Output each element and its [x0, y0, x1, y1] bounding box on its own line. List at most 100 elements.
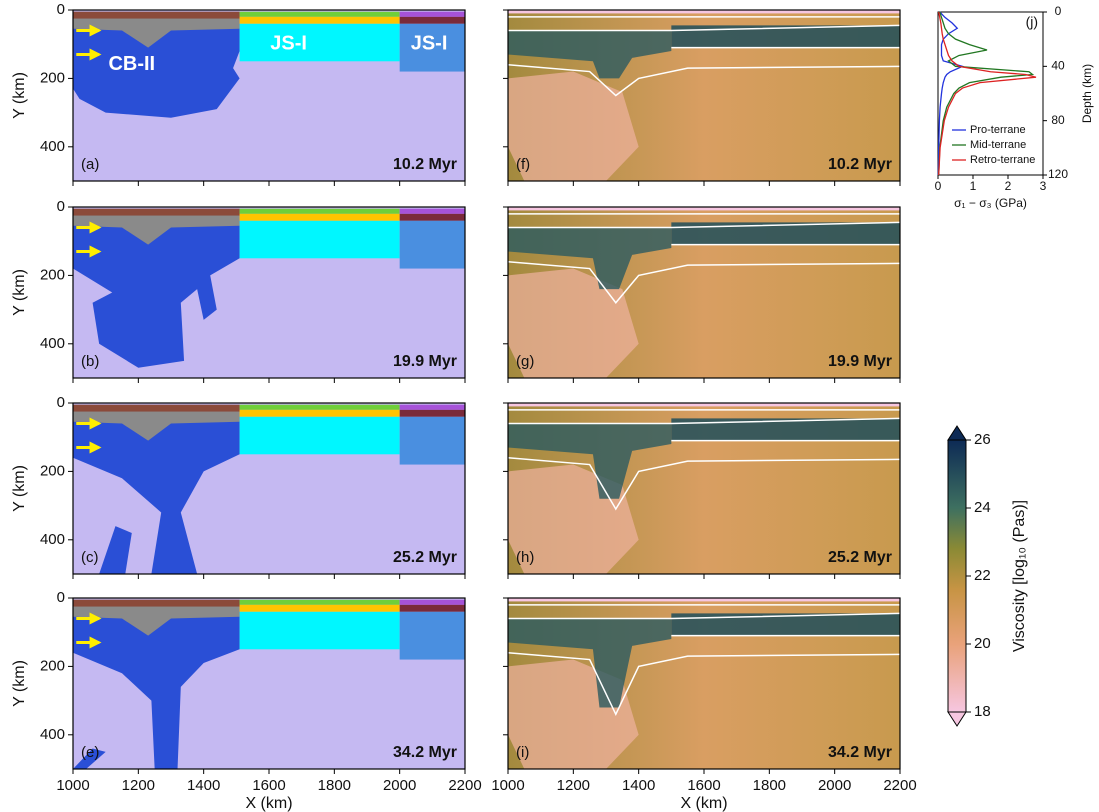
y-tick-label: 400 [40, 726, 65, 743]
layer-green [240, 12, 400, 17]
y-tick-label: 0 [57, 1, 65, 18]
strong-layer [671, 25, 900, 47]
crust-brown [73, 405, 240, 412]
y-tick-label: 200 [40, 657, 65, 674]
figure: CB-IIJS-IJS-I0200400Y (km)(a)10.2 Myr020… [0, 0, 1099, 812]
layer-maroon [400, 214, 465, 221]
bottom-triangle [948, 712, 966, 726]
y-tick-label: 0 [1055, 4, 1062, 18]
panel: (h) 25.2 Myr [503, 403, 900, 579]
y-axis-label: Depth (km) [1080, 64, 1094, 123]
colorbar: 18 20 22 24 26 Viscosity [log₁₀ (Pas)] [948, 426, 1028, 726]
colorbar-tick-label: 22 [974, 567, 991, 584]
x-tick-label: 1800 [753, 777, 786, 794]
strong-layer [671, 613, 900, 635]
block-blue [400, 417, 465, 465]
x-axis-label: σ₁ − σ₃ (GPa) [954, 196, 1027, 210]
colorbar-gradient [948, 440, 966, 712]
layer-yellow [240, 17, 400, 24]
panel: (g)19.9 Myr [503, 207, 900, 383]
x-tick-label: 1 [970, 179, 977, 193]
strong-layer [671, 222, 900, 244]
y-tick-label: 0 [57, 589, 65, 606]
x-tick-label: 0 [935, 179, 942, 193]
crust-brown [73, 12, 240, 19]
x-tick-label: 1200 [122, 777, 155, 794]
y-tick-label: 200 [40, 462, 65, 479]
block-cyan [240, 221, 400, 259]
x-tick-label: 1400 [622, 777, 655, 794]
panel-label: (b) [81, 353, 99, 370]
strong-layer [671, 418, 900, 440]
colorbar-tick-label: 20 [974, 635, 991, 652]
panel-label: (c) [81, 549, 99, 566]
panel-label: (f) [516, 156, 530, 173]
annotation: JS-I [270, 32, 307, 54]
panel: (f)10.2 Myr [503, 10, 900, 186]
layer-maroon [400, 17, 465, 24]
layer-green [240, 209, 400, 214]
layer-green [240, 600, 400, 605]
panel-label: (h) [516, 549, 534, 566]
block-cyan [240, 24, 400, 62]
time-label: 25.2 Myr [828, 549, 892, 566]
x-axis-label: X (km) [245, 795, 292, 812]
x-tick-label: 2 [1005, 179, 1012, 193]
colorbar-label: Viscosity [log₁₀ (Pas)] [1011, 500, 1028, 652]
block-blue [400, 612, 465, 660]
y-axis-label: Y (km) [11, 465, 28, 512]
y-tick-label: 0 [57, 198, 65, 215]
y-axis-label: Y (km) [11, 269, 28, 316]
layer-purple [400, 12, 465, 17]
y-tick-label: 400 [40, 531, 65, 548]
x-tick-label: 1800 [318, 777, 351, 794]
y-tick-label: 40 [1051, 59, 1065, 73]
panel-label: (j) [1026, 14, 1038, 30]
layer-maroon [400, 605, 465, 612]
y-axis-label: Y (km) [11, 660, 28, 707]
x-tick-label: 1400 [187, 777, 220, 794]
time-label: 10.2 Myr [393, 156, 457, 173]
panel-label: (e) [81, 744, 99, 761]
annotation: CB-II [108, 53, 155, 75]
y-tick-label: 200 [40, 69, 65, 86]
layer-yellow [240, 410, 400, 417]
colorbar-tick-label: 26 [974, 431, 991, 448]
x-tick-label: 1000 [491, 777, 524, 794]
layer-yellow [240, 605, 400, 612]
colorbar-tick-label: 18 [974, 703, 991, 720]
y-tick-label: 80 [1051, 113, 1065, 127]
y-tick-label: 400 [40, 335, 65, 352]
colorbar-tick-label: 24 [974, 499, 991, 516]
y-tick-label: 0 [57, 394, 65, 411]
time-label: 19.9 Myr [828, 353, 892, 370]
panel-label: (a) [81, 156, 99, 173]
crust-brown [73, 600, 240, 607]
y-axis-label: Y (km) [11, 72, 28, 119]
legend-label: Mid-terrane [970, 139, 1026, 151]
time-label: 34.2 Myr [393, 744, 457, 761]
time-label: 25.2 Myr [393, 549, 457, 566]
x-tick-label: 2200 [883, 777, 916, 794]
layer-purple [400, 600, 465, 605]
panel-label: (i) [516, 744, 529, 761]
x-tick-label: 1600 [687, 777, 720, 794]
layer-yellow [240, 214, 400, 221]
x-tick-label: 1200 [557, 777, 590, 794]
panel: CB-IIJS-IJS-I0200400Y (km)(a)10.2 Myr [11, 1, 465, 186]
x-axis-label: X (km) [680, 795, 727, 812]
top-triangle [948, 426, 966, 440]
y-tick-label: 120 [1048, 167, 1068, 181]
layer-purple [400, 209, 465, 214]
block-blue [400, 221, 465, 269]
x-tick-label: 2200 [448, 777, 481, 794]
time-label: 34.2 Myr [828, 744, 892, 761]
y-tick-label: 200 [40, 266, 65, 283]
layer-maroon [400, 410, 465, 417]
panel: 0 200 400 Y (km) (c) 25.2 Myr [11, 394, 465, 579]
layer-purple [400, 405, 465, 410]
x-tick-label: 2000 [383, 777, 416, 794]
